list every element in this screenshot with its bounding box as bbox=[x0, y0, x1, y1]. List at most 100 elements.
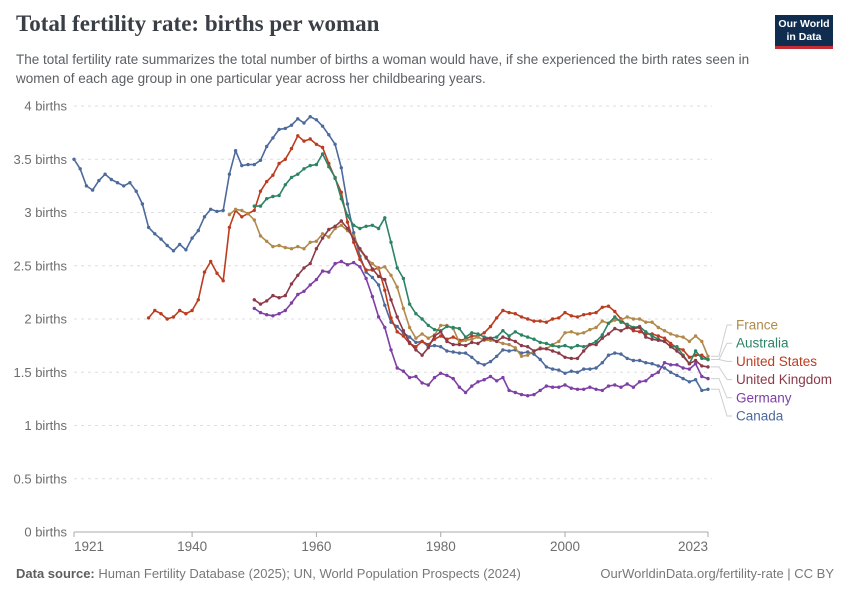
data-point bbox=[277, 161, 281, 166]
data-point bbox=[675, 345, 679, 349]
data-point bbox=[345, 202, 350, 206]
data-point bbox=[656, 338, 660, 342]
data-point bbox=[650, 334, 654, 338]
data-point bbox=[631, 326, 636, 331]
data-point bbox=[426, 383, 430, 387]
data-point bbox=[507, 342, 511, 347]
legend-label-united-states[interactable]: United States bbox=[736, 354, 817, 369]
legend-label-australia[interactable]: Australia bbox=[736, 336, 789, 351]
data-point bbox=[563, 343, 567, 348]
data-point bbox=[687, 362, 692, 366]
legend-label-canada[interactable]: Canada bbox=[736, 409, 784, 424]
legend-label-germany[interactable]: Germany bbox=[736, 390, 792, 405]
data-point bbox=[550, 385, 555, 389]
data-point bbox=[401, 329, 406, 333]
data-point bbox=[563, 371, 567, 375]
data-point bbox=[588, 367, 592, 371]
data-point bbox=[495, 316, 499, 320]
x-axis-label-1940: 1940 bbox=[177, 539, 207, 554]
legend-label-united-kingdom[interactable]: United Kingdom bbox=[736, 372, 832, 387]
data-point bbox=[320, 145, 325, 150]
data-point bbox=[550, 343, 555, 348]
data-point bbox=[706, 387, 710, 391]
data-point bbox=[606, 384, 611, 388]
data-point bbox=[376, 283, 381, 287]
data-point bbox=[283, 157, 287, 161]
data-point bbox=[463, 338, 468, 342]
chart-subtitle: The total fertility rate summarizes the … bbox=[16, 52, 750, 87]
data-point bbox=[619, 352, 623, 356]
data-point bbox=[240, 215, 244, 219]
legend-label-france[interactable]: France bbox=[736, 318, 778, 333]
data-point bbox=[662, 361, 667, 365]
data-point bbox=[339, 166, 343, 170]
data-point bbox=[445, 324, 449, 329]
data-point bbox=[563, 331, 567, 335]
data-point bbox=[693, 362, 698, 366]
data-point bbox=[432, 327, 437, 332]
data-point bbox=[352, 237, 356, 241]
footer-link[interactable]: OurWorldinData.org/fertility-rate | CC B… bbox=[600, 566, 834, 581]
data-point bbox=[625, 382, 629, 386]
data-point bbox=[227, 212, 232, 217]
data-point bbox=[557, 345, 561, 349]
data-point bbox=[227, 225, 232, 230]
data-point bbox=[476, 335, 480, 339]
data-point bbox=[178, 242, 182, 247]
data-point bbox=[258, 234, 263, 238]
data-point bbox=[637, 330, 642, 334]
data-source-label: Data source: bbox=[16, 566, 95, 581]
data-point bbox=[339, 223, 343, 227]
data-point bbox=[625, 325, 629, 330]
data-point bbox=[289, 247, 294, 251]
data-point bbox=[439, 334, 443, 338]
data-point bbox=[538, 319, 542, 323]
series-united-kingdom[interactable] bbox=[252, 219, 710, 369]
series-germany[interactable] bbox=[252, 259, 710, 398]
data-point bbox=[146, 316, 151, 320]
page-title: Total fertility rate: births per woman bbox=[16, 11, 380, 36]
x-axis-label-2000: 2000 bbox=[550, 539, 580, 554]
data-point bbox=[383, 265, 387, 269]
data-point bbox=[619, 320, 623, 324]
data-point bbox=[296, 172, 300, 176]
data-point bbox=[470, 337, 474, 341]
data-point bbox=[109, 177, 114, 182]
data-point bbox=[526, 317, 530, 321]
data-point bbox=[575, 332, 580, 336]
data-point bbox=[637, 380, 642, 384]
data-point bbox=[495, 335, 499, 339]
data-point bbox=[637, 317, 642, 321]
data-point bbox=[631, 317, 636, 321]
data-point bbox=[538, 357, 542, 362]
data-point bbox=[582, 387, 586, 391]
data-point bbox=[252, 204, 256, 208]
data-point bbox=[202, 270, 207, 274]
data-point bbox=[221, 279, 225, 283]
data-point bbox=[103, 172, 107, 176]
data-point bbox=[575, 315, 580, 319]
series-australia[interactable] bbox=[252, 152, 710, 366]
data-point bbox=[414, 336, 418, 340]
series-line-united-kingdom[interactable] bbox=[253, 220, 709, 368]
data-point bbox=[501, 375, 505, 380]
data-point bbox=[470, 355, 474, 359]
data-point bbox=[407, 340, 412, 345]
data-point bbox=[662, 366, 667, 370]
data-point bbox=[296, 134, 300, 138]
data-point bbox=[582, 367, 586, 371]
data-point bbox=[209, 207, 213, 211]
owid-logo[interactable]: Our World in Data bbox=[775, 15, 833, 49]
data-point bbox=[588, 385, 592, 389]
data-source-text: Human Fertility Database (2025); UN, Wor… bbox=[94, 566, 521, 581]
data-point bbox=[339, 197, 343, 201]
data-point bbox=[202, 215, 207, 219]
data-point bbox=[320, 152, 325, 156]
data-point bbox=[159, 237, 163, 241]
data-point bbox=[613, 318, 617, 322]
data-point bbox=[401, 306, 406, 311]
data-point bbox=[240, 163, 244, 168]
data-point bbox=[352, 260, 356, 265]
series-france[interactable] bbox=[227, 207, 710, 358]
data-point bbox=[569, 314, 573, 318]
